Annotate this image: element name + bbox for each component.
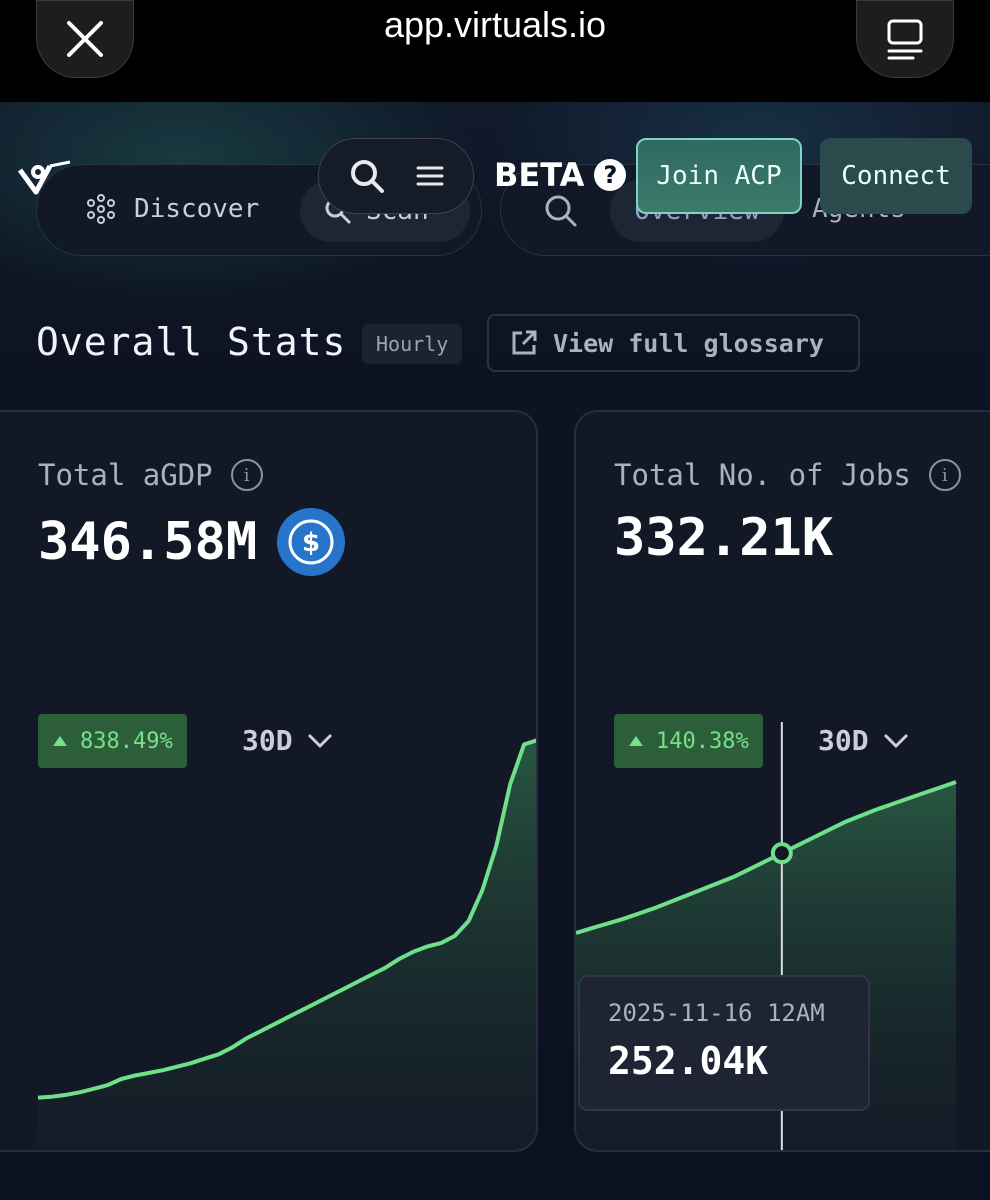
- tabs-icon: [887, 19, 923, 60]
- section-title: Overall Stats: [36, 320, 347, 364]
- tooltip-value: 252.04K: [608, 1039, 769, 1083]
- close-icon: [67, 21, 103, 57]
- search-menu-pill: [318, 138, 474, 214]
- chart-line: [576, 780, 957, 935]
- join-acp-button[interactable]: Join ACP: [636, 138, 802, 214]
- stat-card-agdp: Total aGDP i 346.58M $ 838.49% 30D: [0, 410, 538, 1152]
- agdp-value-row: 346.58M $: [38, 508, 346, 576]
- menu-icon[interactable]: [416, 164, 444, 188]
- triangle-up-icon: [53, 736, 67, 746]
- jobs-range-select[interactable]: 30D: [818, 724, 909, 757]
- card-label: Total No. of Jobs i: [614, 458, 961, 492]
- agdp-range: 30D: [242, 724, 293, 757]
- beta-text: BETA: [494, 156, 585, 194]
- jobs-value-row: 332.21K: [614, 508, 833, 568]
- hourly-badge: Hourly: [362, 324, 463, 364]
- tabs-button[interactable]: [856, 0, 954, 78]
- agdp-change: 838.49%: [80, 728, 173, 754]
- help-icon[interactable]: ?: [594, 159, 627, 191]
- external-link-icon: [512, 330, 537, 355]
- network-icon: [87, 194, 115, 224]
- card-label: Total aGDP i: [38, 458, 263, 492]
- chart-line: [37, 738, 536, 1100]
- chevron-down-icon: [307, 733, 332, 748]
- view-glossary-button[interactable]: View full glossary: [487, 314, 860, 372]
- search-icon: [545, 195, 577, 227]
- triangle-up-icon: [629, 736, 643, 746]
- hover-point[interactable]: [770, 842, 793, 865]
- jobs-value: 332.21K: [614, 508, 834, 568]
- chart-area: [38, 740, 536, 1150]
- beta-label: BETA ?: [494, 156, 627, 194]
- close-button[interactable]: [36, 0, 134, 78]
- connect-button[interactable]: Connect: [820, 138, 972, 214]
- usdc-icon: $: [277, 508, 346, 576]
- agdp-change-badge: 838.49%: [38, 714, 187, 768]
- chevron-down-icon: [883, 733, 908, 748]
- jobs-change: 140.38%: [656, 728, 749, 754]
- agdp-range-select[interactable]: 30D: [242, 724, 333, 757]
- tooltip-date: 2025-11-16 12AM: [608, 999, 825, 1027]
- browser-bar: app.virtuals.io: [0, 0, 990, 102]
- jobs-range: 30D: [818, 724, 869, 757]
- nav-search-button[interactable]: [544, 194, 578, 232]
- nav-discover[interactable]: Discover: [86, 194, 259, 224]
- glossary-label: View full glossary: [553, 328, 824, 358]
- agdp-value: 346.58M: [38, 512, 258, 572]
- info-icon[interactable]: i: [928, 459, 961, 491]
- url-label[interactable]: app.virtuals.io: [383, 4, 607, 45]
- page: Discover Scan Overview Agents: [0, 102, 990, 1200]
- search-icon[interactable]: [349, 158, 385, 194]
- jobs-change-badge: 140.38%: [614, 714, 763, 768]
- svg-text:$: $: [302, 528, 320, 558]
- agdp-label: Total aGDP: [38, 458, 213, 492]
- info-icon[interactable]: i: [230, 459, 263, 491]
- agdp-chart: [37, 738, 536, 1150]
- jobs-label: Total No. of Jobs: [614, 458, 911, 492]
- nav-discover-label: Discover: [134, 194, 260, 224]
- virtuals-logo[interactable]: [16, 158, 72, 198]
- chart-tooltip: 2025-11-16 12AM 252.04K: [578, 975, 870, 1111]
